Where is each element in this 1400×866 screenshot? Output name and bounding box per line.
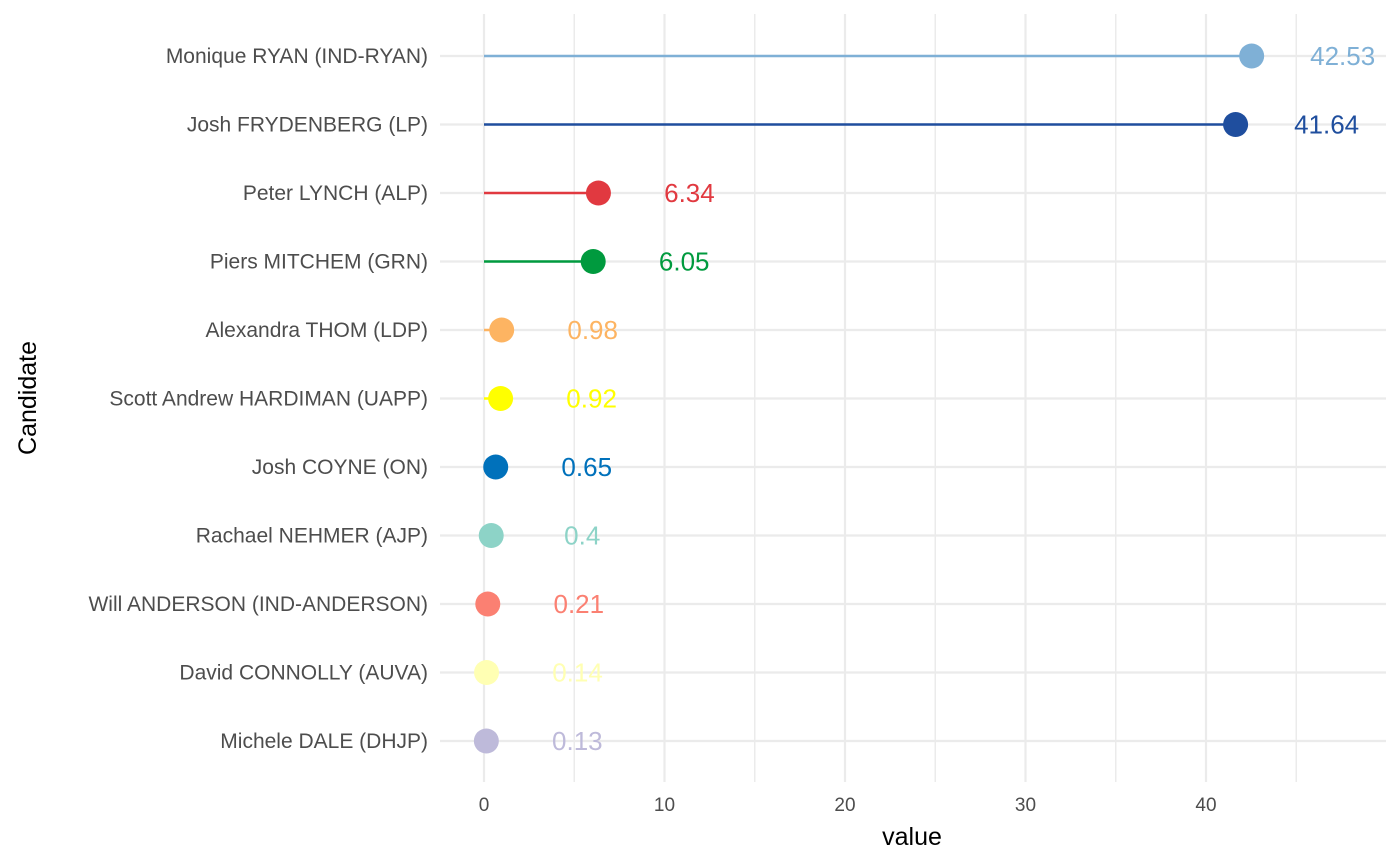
x-tick-label: 30: [1015, 795, 1036, 816]
lollipop-dot: [475, 591, 501, 617]
y-axis-title: Candidate: [14, 341, 42, 455]
x-tick-label: 20: [834, 795, 855, 816]
x-tick-label: 0: [479, 795, 490, 816]
lollipop-dot: [1239, 43, 1265, 69]
y-tick-label: Monique RYAN (IND-RYAN): [166, 45, 428, 68]
value-labels: 42.53 41.64 6.34 6.05 0.98 0.92 0.65 0.4 0.21 0.1…: [552, 41, 1375, 756]
value-label: 0.13: [552, 726, 603, 756]
value-label: 6.05: [659, 247, 710, 277]
y-tick-label: Michele DALE (DHJP): [220, 730, 428, 753]
value-label: 0.65: [561, 452, 612, 482]
x-axis-ticks: 0 10 20 30 40: [479, 795, 1217, 816]
y-tick-label: Josh FRYDENBERG (LP): [187, 114, 428, 137]
lollipop-dot: [483, 454, 509, 480]
stems: [484, 54, 1252, 743]
value-label: 41.64: [1294, 110, 1359, 140]
value-label: 42.53: [1310, 41, 1375, 71]
y-tick-label: David CONNOLLY (AUVA): [179, 662, 428, 685]
y-tick-label: Rachael NEHMER (AJP): [196, 525, 428, 548]
lollipop-dot: [580, 249, 606, 274]
y-tick-label: Josh COYNE (ON): [252, 456, 428, 479]
value-label: 0.92: [566, 384, 617, 414]
dots: [473, 43, 1265, 754]
lollipop-dot: [488, 386, 514, 411]
lollipop-dot: [585, 180, 611, 206]
lollipop-dot: [474, 660, 500, 685]
x-tick-label: 10: [654, 795, 675, 816]
value-label: 0.4: [564, 521, 600, 551]
value-label: 0.21: [553, 589, 604, 619]
x-tick-label: 40: [1195, 795, 1216, 816]
lollipop-dot: [1223, 112, 1249, 137]
lollipop-dot: [478, 523, 504, 548]
y-tick-label: Scott Andrew HARDIMAN (UAPP): [109, 388, 428, 411]
value-label: 0.98: [567, 315, 618, 345]
lollipop-dot: [489, 317, 515, 343]
y-tick-label: Piers MITCHEM (GRN): [210, 251, 428, 274]
x-axis-title: value: [882, 823, 942, 851]
value-label: 6.34: [664, 178, 715, 208]
value-label: 0.14: [552, 658, 603, 688]
y-tick-label: Alexandra THOM (LDP): [205, 319, 428, 342]
y-tick-label: Will ANDERSON (IND-ANDERSON): [88, 593, 428, 616]
y-axis-ticks: Monique RYAN (IND-RYAN) Josh FRYDENBERG (…: [88, 45, 428, 753]
lollipop-dot: [473, 728, 499, 754]
y-tick-label: Peter LYNCH (ALP): [243, 182, 428, 205]
